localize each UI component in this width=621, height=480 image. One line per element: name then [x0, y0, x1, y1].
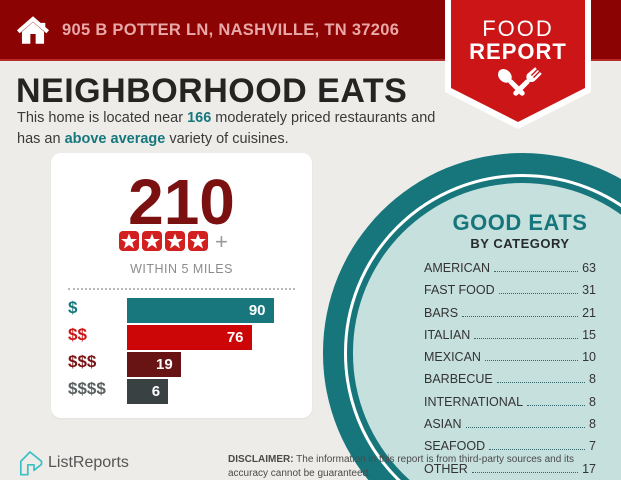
svg-text:+: +	[215, 231, 228, 254]
